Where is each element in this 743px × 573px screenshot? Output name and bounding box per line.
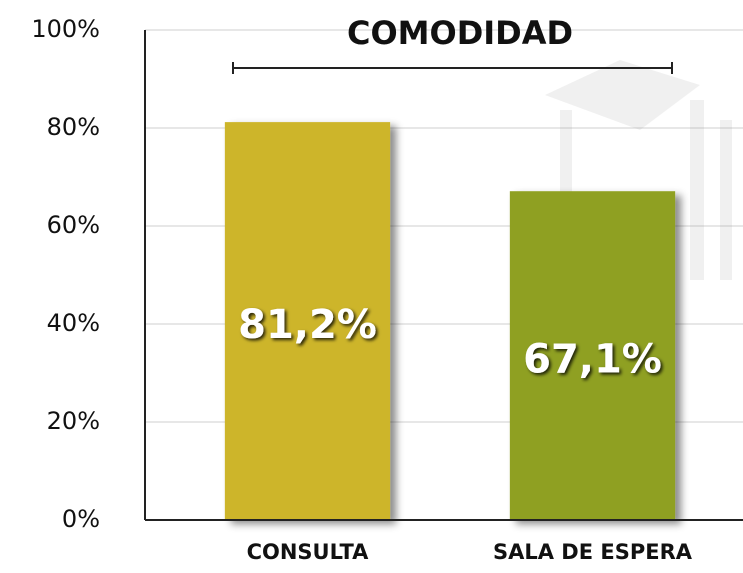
- value-label: 67,1%: [523, 337, 662, 383]
- chart-title: COMODIDAD: [347, 14, 573, 52]
- x-tick-label: CONSULTA: [247, 540, 370, 564]
- y-tick-label: 100%: [31, 15, 100, 43]
- y-tick-label: 20%: [47, 407, 100, 435]
- chart: COMODIDAD 0% 20% 40% 60% 80% 100% CONSULTA 81,2…: [0, 0, 743, 573]
- y-tick-label: 40%: [47, 309, 100, 337]
- y-tick-label: 80%: [47, 113, 100, 141]
- y-tick-label: 60%: [47, 211, 100, 239]
- value-label: 81,2%: [238, 302, 377, 348]
- x-tick-label: SALA DE ESPERA: [493, 540, 693, 564]
- y-tick-label: 0%: [62, 505, 100, 533]
